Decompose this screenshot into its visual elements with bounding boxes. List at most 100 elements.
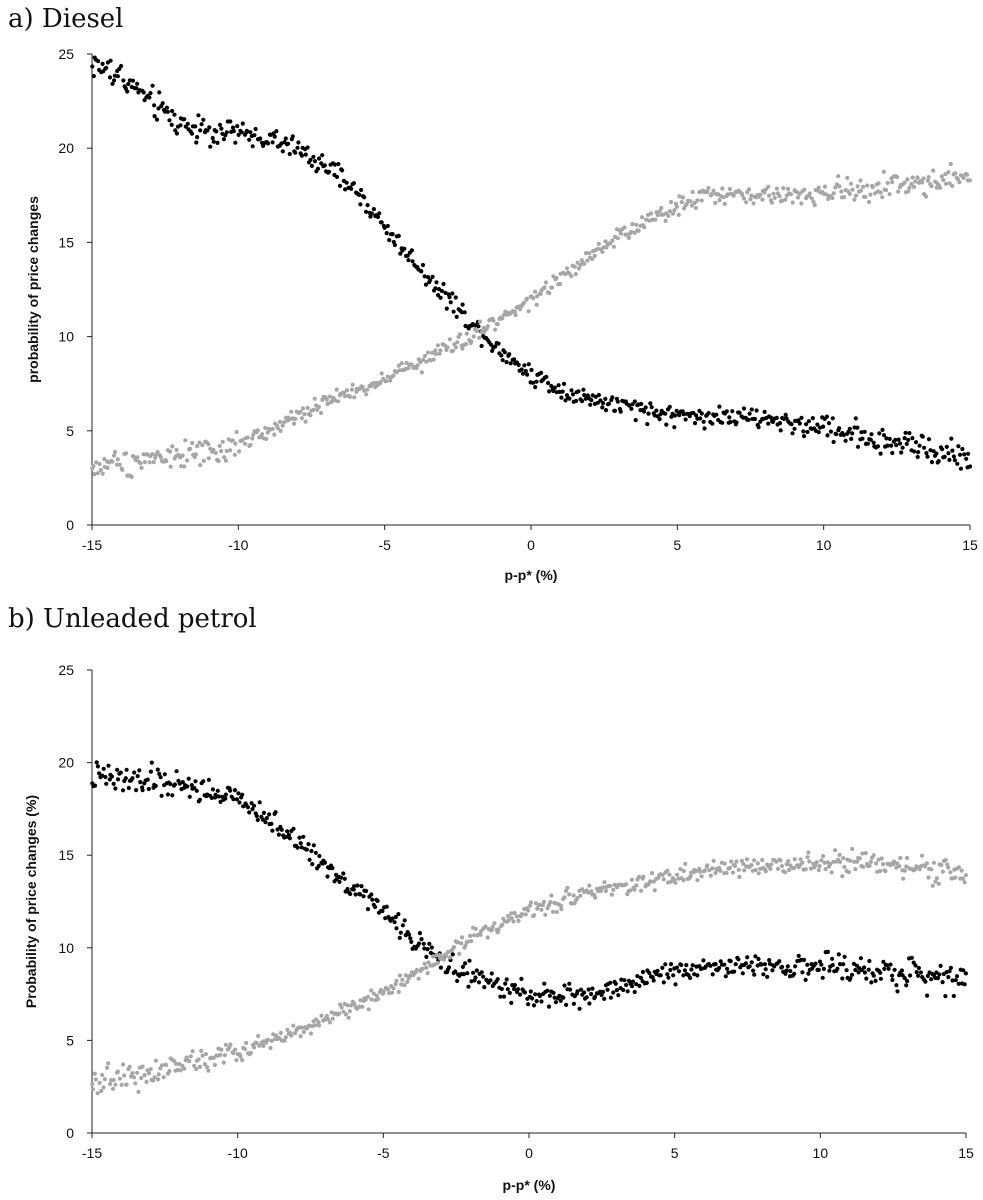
scatter-point (962, 452, 967, 457)
scatter-point (947, 969, 952, 974)
scatter-point (589, 889, 594, 894)
scatter-point (206, 777, 211, 782)
scatter-point (270, 426, 275, 431)
scatter-point (94, 760, 99, 765)
scatter-point (244, 128, 249, 133)
scatter-point (677, 194, 682, 199)
scatter-point (365, 994, 370, 999)
scatter-point (157, 771, 162, 776)
scatter-point (185, 784, 190, 789)
scatter-point (158, 1066, 163, 1071)
scatter-point (308, 1031, 314, 1036)
scatter-point (534, 302, 539, 307)
scatter-point (890, 973, 895, 978)
scatter-point (526, 362, 531, 367)
scatter-point (816, 868, 821, 873)
scatter-point (196, 113, 201, 118)
scatter-point (718, 959, 723, 964)
scatter-point (882, 966, 887, 971)
scatter-point (362, 195, 367, 200)
scatter-point (956, 865, 962, 870)
scatter-point (285, 1027, 290, 1032)
scatter-point (627, 403, 632, 408)
scatter-point (364, 392, 369, 397)
scatter-point (112, 449, 118, 455)
series-grey-points (90, 161, 973, 479)
scatter-point (433, 348, 438, 353)
scatter-point (913, 179, 918, 184)
scatter-point (186, 776, 191, 781)
scatter-point (692, 421, 698, 426)
scatter-point (963, 971, 969, 976)
scatter-point (661, 980, 666, 985)
scatter-point (402, 918, 407, 923)
scatter-point (601, 401, 606, 406)
scatter-point (500, 358, 505, 363)
scatter-point (240, 121, 245, 126)
scatter-point (550, 909, 556, 914)
scatter-point (624, 982, 629, 988)
scatter-point (285, 829, 290, 834)
scatter-point (642, 409, 647, 414)
scatter-point (504, 977, 509, 982)
scatter-point (861, 864, 866, 869)
scatter-point (724, 409, 729, 414)
scatter-point (562, 895, 567, 900)
scatter-point (465, 971, 470, 976)
scatter-point (925, 993, 930, 998)
scatter-point (133, 1081, 138, 1086)
scatter-point (327, 394, 333, 399)
scatter-point (810, 416, 815, 421)
scatter-point (507, 352, 512, 357)
scatter-point (602, 880, 607, 885)
scatter-point (398, 930, 403, 935)
scatter-point (748, 197, 753, 202)
scatter-point (517, 307, 523, 312)
scatter-point (850, 187, 855, 192)
scatter-point (589, 398, 594, 403)
scatter-point (950, 183, 955, 188)
scatter-point (206, 1068, 211, 1073)
scatter-point (916, 965, 922, 971)
scatter-point (138, 461, 143, 466)
scatter-point (316, 404, 321, 409)
scatter-point (302, 412, 307, 417)
scatter-point (111, 1077, 116, 1083)
scatter-point (250, 436, 255, 441)
scatter-point (590, 986, 595, 991)
scatter-point (261, 810, 266, 815)
scatter-point (276, 832, 281, 837)
scatter-point (674, 204, 680, 209)
scatter-point (871, 440, 876, 445)
scatter-point (160, 101, 165, 106)
scatter-point (637, 874, 642, 879)
scatter-point (103, 774, 108, 780)
scatter-point (345, 1003, 350, 1008)
scatter-point (618, 409, 623, 414)
scatter-point (311, 843, 316, 848)
scatter-point (384, 904, 389, 909)
scatter-point (489, 971, 494, 976)
scatter-point (391, 986, 396, 991)
scatter-point (651, 879, 656, 884)
scatter-point (756, 871, 761, 876)
scatter-point (690, 189, 695, 195)
scatter-point (865, 441, 871, 446)
scatter-point (223, 1042, 228, 1047)
scatter-point (674, 965, 680, 970)
scatter-point (924, 451, 929, 456)
scatter-point (267, 812, 272, 817)
scatter-point (248, 442, 253, 448)
scatter-point (864, 976, 869, 981)
scatter-point (283, 1035, 288, 1040)
scatter-point (95, 1091, 100, 1096)
scatter-point (167, 118, 172, 123)
scatter-point (666, 975, 671, 980)
scatter-point (104, 65, 109, 70)
scatter-point (609, 892, 614, 897)
scatter-point (965, 172, 970, 177)
scatter-point (600, 405, 605, 410)
scatter-point (376, 997, 381, 1002)
x-tick-label: 15 (962, 537, 978, 553)
scatter-point (394, 978, 399, 983)
